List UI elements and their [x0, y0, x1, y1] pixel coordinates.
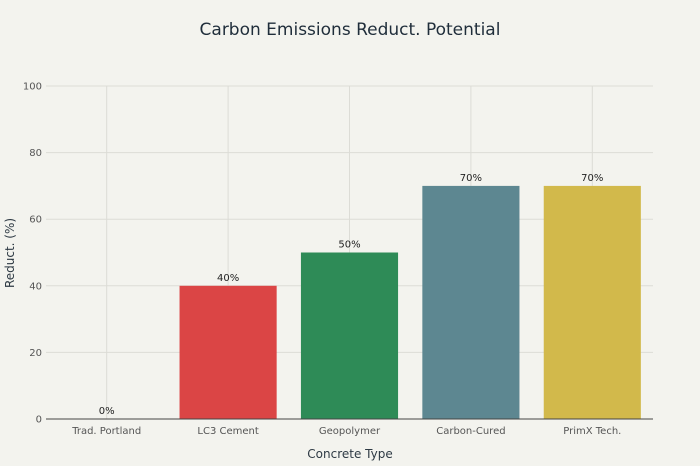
- data-label: 0%: [99, 406, 115, 417]
- y-tick-label: 0: [36, 415, 42, 426]
- x-tick-label: Carbon-Cured: [436, 426, 505, 437]
- y-tick-label: 100: [23, 82, 42, 93]
- y-tick-label: 80: [29, 148, 42, 159]
- bar-primx-tech: [543, 185, 641, 419]
- chart-title: Carbon Emissions Reduct. Potential: [200, 20, 501, 40]
- y-tick-label: 40: [29, 281, 42, 292]
- x-tick-label: PrimX Tech.: [563, 426, 621, 437]
- bars-layer: [179, 185, 641, 419]
- y-axis-title: Reduct. (%): [3, 218, 17, 288]
- bar-carbon-cured: [422, 185, 520, 419]
- data-label: 70%: [581, 173, 603, 184]
- x-tick-label: Geopolymer: [319, 426, 381, 437]
- data-label: 40%: [217, 273, 239, 284]
- bar-lc3-cement: [179, 285, 277, 419]
- data-label: 50%: [338, 240, 360, 251]
- y-tick-label: 20: [29, 348, 42, 359]
- data-label: 70%: [460, 173, 482, 184]
- x-tick-label: LC3 Cement: [197, 426, 258, 437]
- labels-layer: 0% 40% 50% 70% 70%: [99, 173, 604, 417]
- x-tick-label: Trad. Portland: [71, 426, 141, 437]
- y-tick-label: 60: [29, 215, 42, 226]
- x-axis-title: Concrete Type: [307, 447, 392, 461]
- axis-layer: 0 20 40 60 80 100 Trad. Portland LC3 Cement Geop…: [23, 82, 653, 437]
- bar-geopolymer: [300, 252, 399, 419]
